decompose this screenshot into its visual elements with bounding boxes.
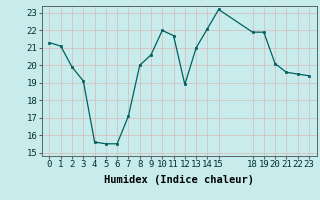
X-axis label: Humidex (Indice chaleur): Humidex (Indice chaleur) <box>104 175 254 185</box>
